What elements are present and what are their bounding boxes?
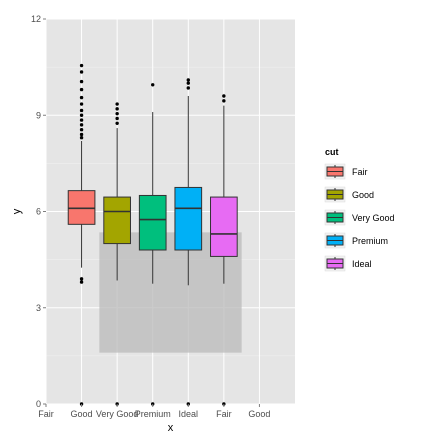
- legend-item: Ideal: [324, 255, 372, 272]
- outlier-point: [79, 136, 84, 140]
- legend-label: Good: [352, 190, 374, 200]
- box-body: [67, 190, 96, 225]
- outlier-point: [151, 83, 155, 87]
- legend-item: Fair: [324, 163, 368, 180]
- y-tick-label: 12: [31, 14, 41, 24]
- boxplot-layer: [67, 63, 238, 406]
- legend-item: Very Good: [324, 209, 395, 226]
- legend-label: Fair: [352, 167, 368, 177]
- outlier-point: [186, 78, 190, 82]
- outlier-point: [79, 277, 84, 281]
- x-tick-label: Very Good: [96, 409, 139, 419]
- x-tick-label: Good: [248, 409, 270, 419]
- box-body: [210, 196, 238, 257]
- y-axis-title: y: [11, 208, 23, 214]
- outlier-point: [79, 118, 84, 122]
- box-body: [103, 196, 131, 245]
- x-tick-label: Premium: [135, 409, 171, 419]
- outlier-point: [186, 81, 190, 85]
- y-tick-label: 0: [36, 399, 41, 409]
- outlier-point: [115, 111, 119, 116]
- legend-label: Ideal: [352, 259, 372, 269]
- outlier-point: [79, 280, 84, 284]
- x-tick-label: Good: [71, 409, 93, 419]
- outlier-point: [222, 94, 226, 98]
- outlier-point: [79, 113, 84, 117]
- legend-label: Premium: [352, 236, 388, 246]
- box-group-ideal: [210, 94, 238, 406]
- outlier-point: [79, 79, 84, 84]
- outlier-point: [79, 63, 84, 68]
- x-tick-label: Ideal: [179, 409, 199, 419]
- legend-item: Premium: [324, 232, 388, 249]
- outlier-point: [115, 121, 119, 125]
- box-group-premium: [174, 78, 203, 406]
- outlier-point: [186, 86, 190, 90]
- outlier-point: [79, 87, 84, 92]
- y-tick-label: 6: [36, 207, 41, 217]
- outlier-point: [115, 107, 119, 111]
- outlier-point: [115, 102, 119, 106]
- outlier-point: [79, 95, 84, 100]
- outlier-point: [79, 127, 84, 132]
- outlier-point: [79, 70, 84, 74]
- outlier-point: [79, 108, 84, 113]
- legend-title: cut: [325, 147, 339, 157]
- box-body: [174, 186, 203, 251]
- legend: cut Fair Good Very Good Premium Ideal: [324, 147, 395, 272]
- box-group-very-good: [138, 83, 167, 406]
- legend-label: Very Good: [352, 213, 395, 223]
- outlier-point: [79, 102, 84, 106]
- x-tick-label: Fair: [38, 409, 54, 419]
- box-group-fair: [67, 63, 96, 406]
- outlier-point: [115, 116, 119, 121]
- legend-item: Good: [324, 186, 374, 203]
- box-group-good: [103, 102, 131, 406]
- y-tick-label: 3: [36, 303, 41, 313]
- outlier-point: [79, 123, 84, 127]
- x-axis-title: x: [168, 422, 174, 434]
- outlier-point: [79, 132, 84, 137]
- outlier-point: [222, 99, 226, 103]
- x-tick-label: Fair: [216, 409, 232, 419]
- box-body: [138, 194, 167, 251]
- y-tick-label: 9: [36, 110, 41, 120]
